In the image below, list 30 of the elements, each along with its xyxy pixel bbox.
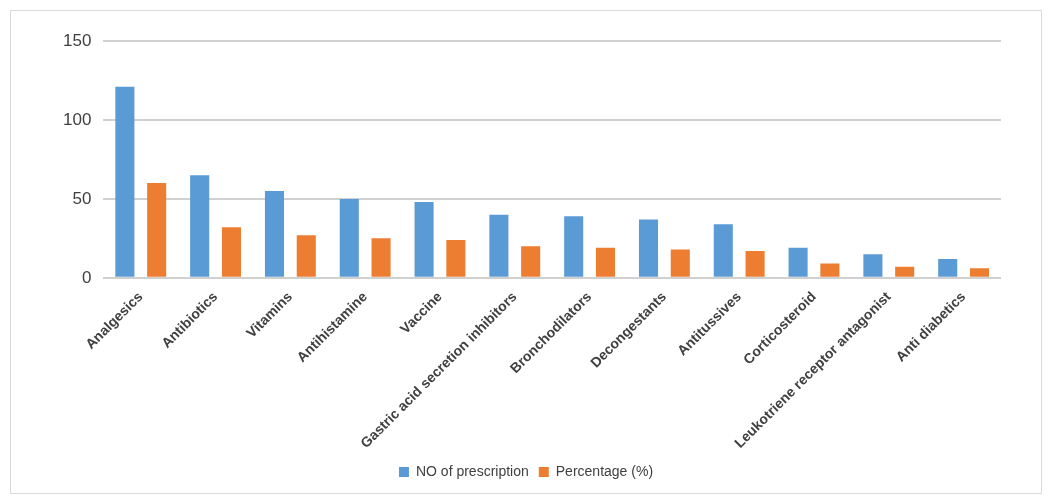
bar <box>489 214 509 277</box>
bar <box>820 263 840 277</box>
bar <box>371 238 391 277</box>
bar <box>895 266 915 277</box>
bar <box>638 219 659 277</box>
bar <box>670 249 690 277</box>
bar <box>414 202 434 277</box>
bar <box>938 258 958 277</box>
bar <box>969 268 990 277</box>
y-tick-label: 150 <box>62 30 92 50</box>
bar <box>221 227 241 277</box>
y-tick-label: 100 <box>62 109 92 129</box>
bar <box>147 183 167 277</box>
bar <box>788 247 808 277</box>
bar <box>339 198 359 277</box>
bar <box>296 235 316 277</box>
bar <box>264 191 285 277</box>
legend-label: NO of prescription <box>415 462 529 479</box>
y-tick-label: 50 <box>72 188 92 208</box>
bar <box>863 254 883 277</box>
bar <box>713 224 733 277</box>
bar <box>446 239 466 277</box>
bar <box>745 250 765 277</box>
bar <box>115 86 135 277</box>
bar <box>595 247 616 277</box>
y-tick-label: 0 <box>81 267 92 287</box>
bar <box>521 246 541 277</box>
bar <box>190 175 210 277</box>
legend-label: Percentage (%) <box>555 462 654 479</box>
bar <box>564 216 584 277</box>
